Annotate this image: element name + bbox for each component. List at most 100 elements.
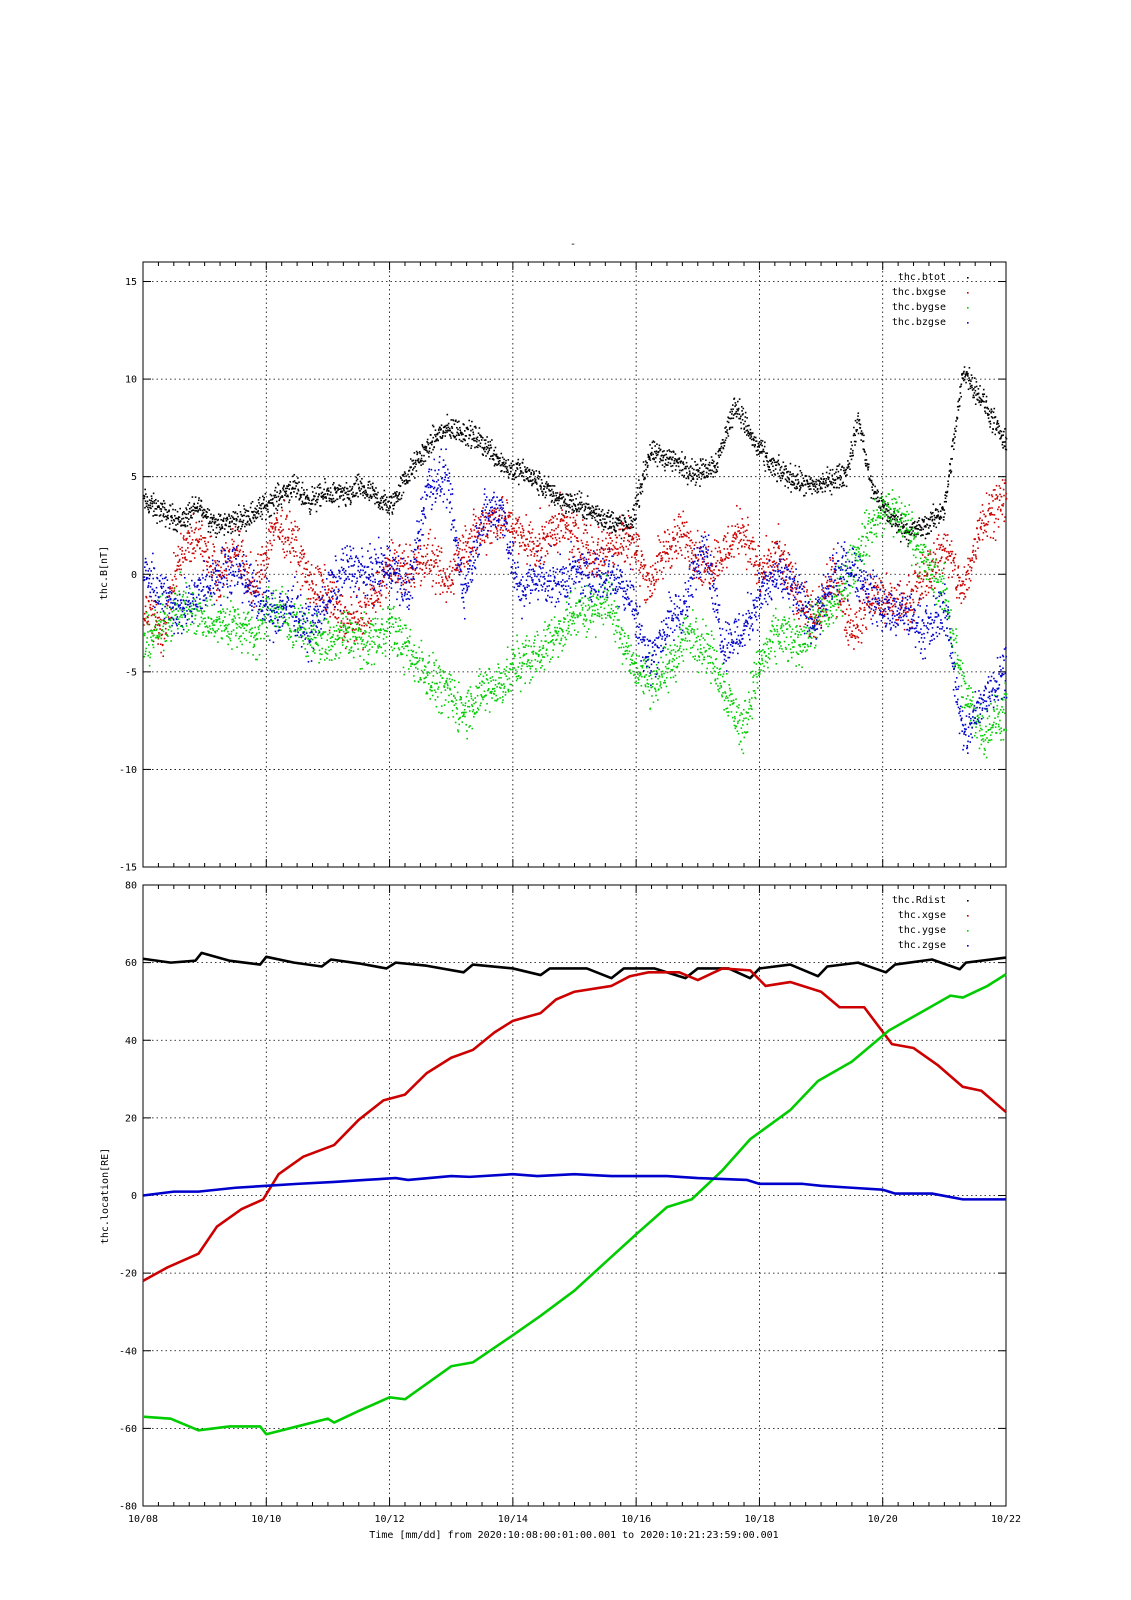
data-point [345, 482, 348, 484]
data-point [299, 494, 302, 497]
data-point [621, 523, 623, 525]
data-point [823, 595, 825, 598]
data-point [201, 509, 204, 512]
data-point [445, 429, 447, 432]
data-point [700, 472, 703, 475]
data-point [669, 462, 672, 465]
data-point [311, 485, 313, 488]
data-point [606, 555, 608, 558]
data-point [360, 606, 363, 608]
data-point [392, 493, 395, 495]
data-point [497, 524, 500, 527]
data-point [453, 568, 456, 571]
data-point [279, 497, 281, 500]
data-point [581, 514, 584, 516]
data-point [982, 395, 985, 398]
data-point [444, 585, 447, 587]
data-point [1002, 441, 1005, 443]
data-point [430, 441, 432, 444]
data-point [193, 557, 196, 559]
data-point [434, 593, 437, 596]
data-point [595, 575, 598, 578]
data-point [299, 493, 302, 496]
data-point [574, 521, 577, 524]
data-point [248, 524, 251, 526]
data-point [328, 588, 330, 590]
data-point [951, 445, 954, 447]
data-point [650, 594, 653, 597]
data-point [808, 485, 811, 487]
data-point [456, 564, 459, 567]
data-point [309, 601, 311, 604]
data-point [762, 565, 765, 568]
data-point [241, 555, 244, 558]
data-point [271, 502, 274, 504]
data-point [424, 572, 426, 574]
data-point [474, 536, 477, 538]
data-point [265, 552, 267, 554]
data-point [727, 416, 729, 419]
data-point [770, 576, 772, 579]
data-point [345, 487, 348, 490]
data-point [395, 551, 398, 553]
data-point [600, 510, 603, 513]
data-point [665, 540, 668, 543]
figure-title: - [570, 239, 576, 250]
data-point [547, 483, 549, 485]
data-point [462, 433, 464, 436]
data-point [166, 515, 168, 518]
data-point [813, 480, 815, 483]
data-point [203, 508, 205, 511]
data-point [579, 503, 582, 506]
data-point [227, 565, 229, 568]
data-point [220, 527, 222, 530]
data-point [397, 494, 400, 497]
data-point [213, 550, 216, 553]
data-point [449, 434, 451, 436]
data-point [344, 632, 346, 635]
data-point [797, 481, 800, 483]
data-point [723, 535, 726, 537]
data-point [693, 544, 696, 546]
data-point [778, 547, 780, 550]
data-point [644, 601, 647, 604]
data-point [609, 516, 612, 518]
data-point [450, 437, 452, 439]
data-point [963, 366, 966, 368]
data-point [401, 481, 404, 484]
data-point [781, 572, 784, 574]
data-point [445, 601, 448, 603]
data-point [277, 483, 280, 486]
data-point [753, 540, 755, 543]
data-point [744, 416, 747, 418]
data-point [851, 452, 854, 454]
data-point [377, 501, 379, 503]
data-point [488, 523, 491, 525]
data-point [637, 493, 639, 496]
data-point [517, 458, 520, 461]
data-point [953, 442, 956, 444]
data-point [583, 559, 585, 562]
data-point [664, 458, 667, 461]
data-point [692, 478, 695, 481]
data-point [213, 546, 216, 548]
data-point [866, 603, 868, 605]
data-point [517, 553, 520, 555]
data-point [810, 594, 812, 597]
data-point [673, 551, 676, 553]
data-point [173, 519, 175, 521]
data-point [357, 601, 360, 604]
data-point [146, 496, 149, 498]
data-point [615, 552, 617, 554]
data-point [170, 617, 172, 619]
data-point [451, 579, 454, 582]
data-point [201, 524, 203, 527]
data-point [295, 539, 298, 541]
data-point [577, 527, 580, 529]
data-point [849, 452, 852, 454]
data-point [387, 509, 389, 512]
data-point [656, 465, 659, 468]
data-point [383, 489, 386, 492]
data-point [263, 564, 265, 567]
data-point [357, 495, 359, 498]
